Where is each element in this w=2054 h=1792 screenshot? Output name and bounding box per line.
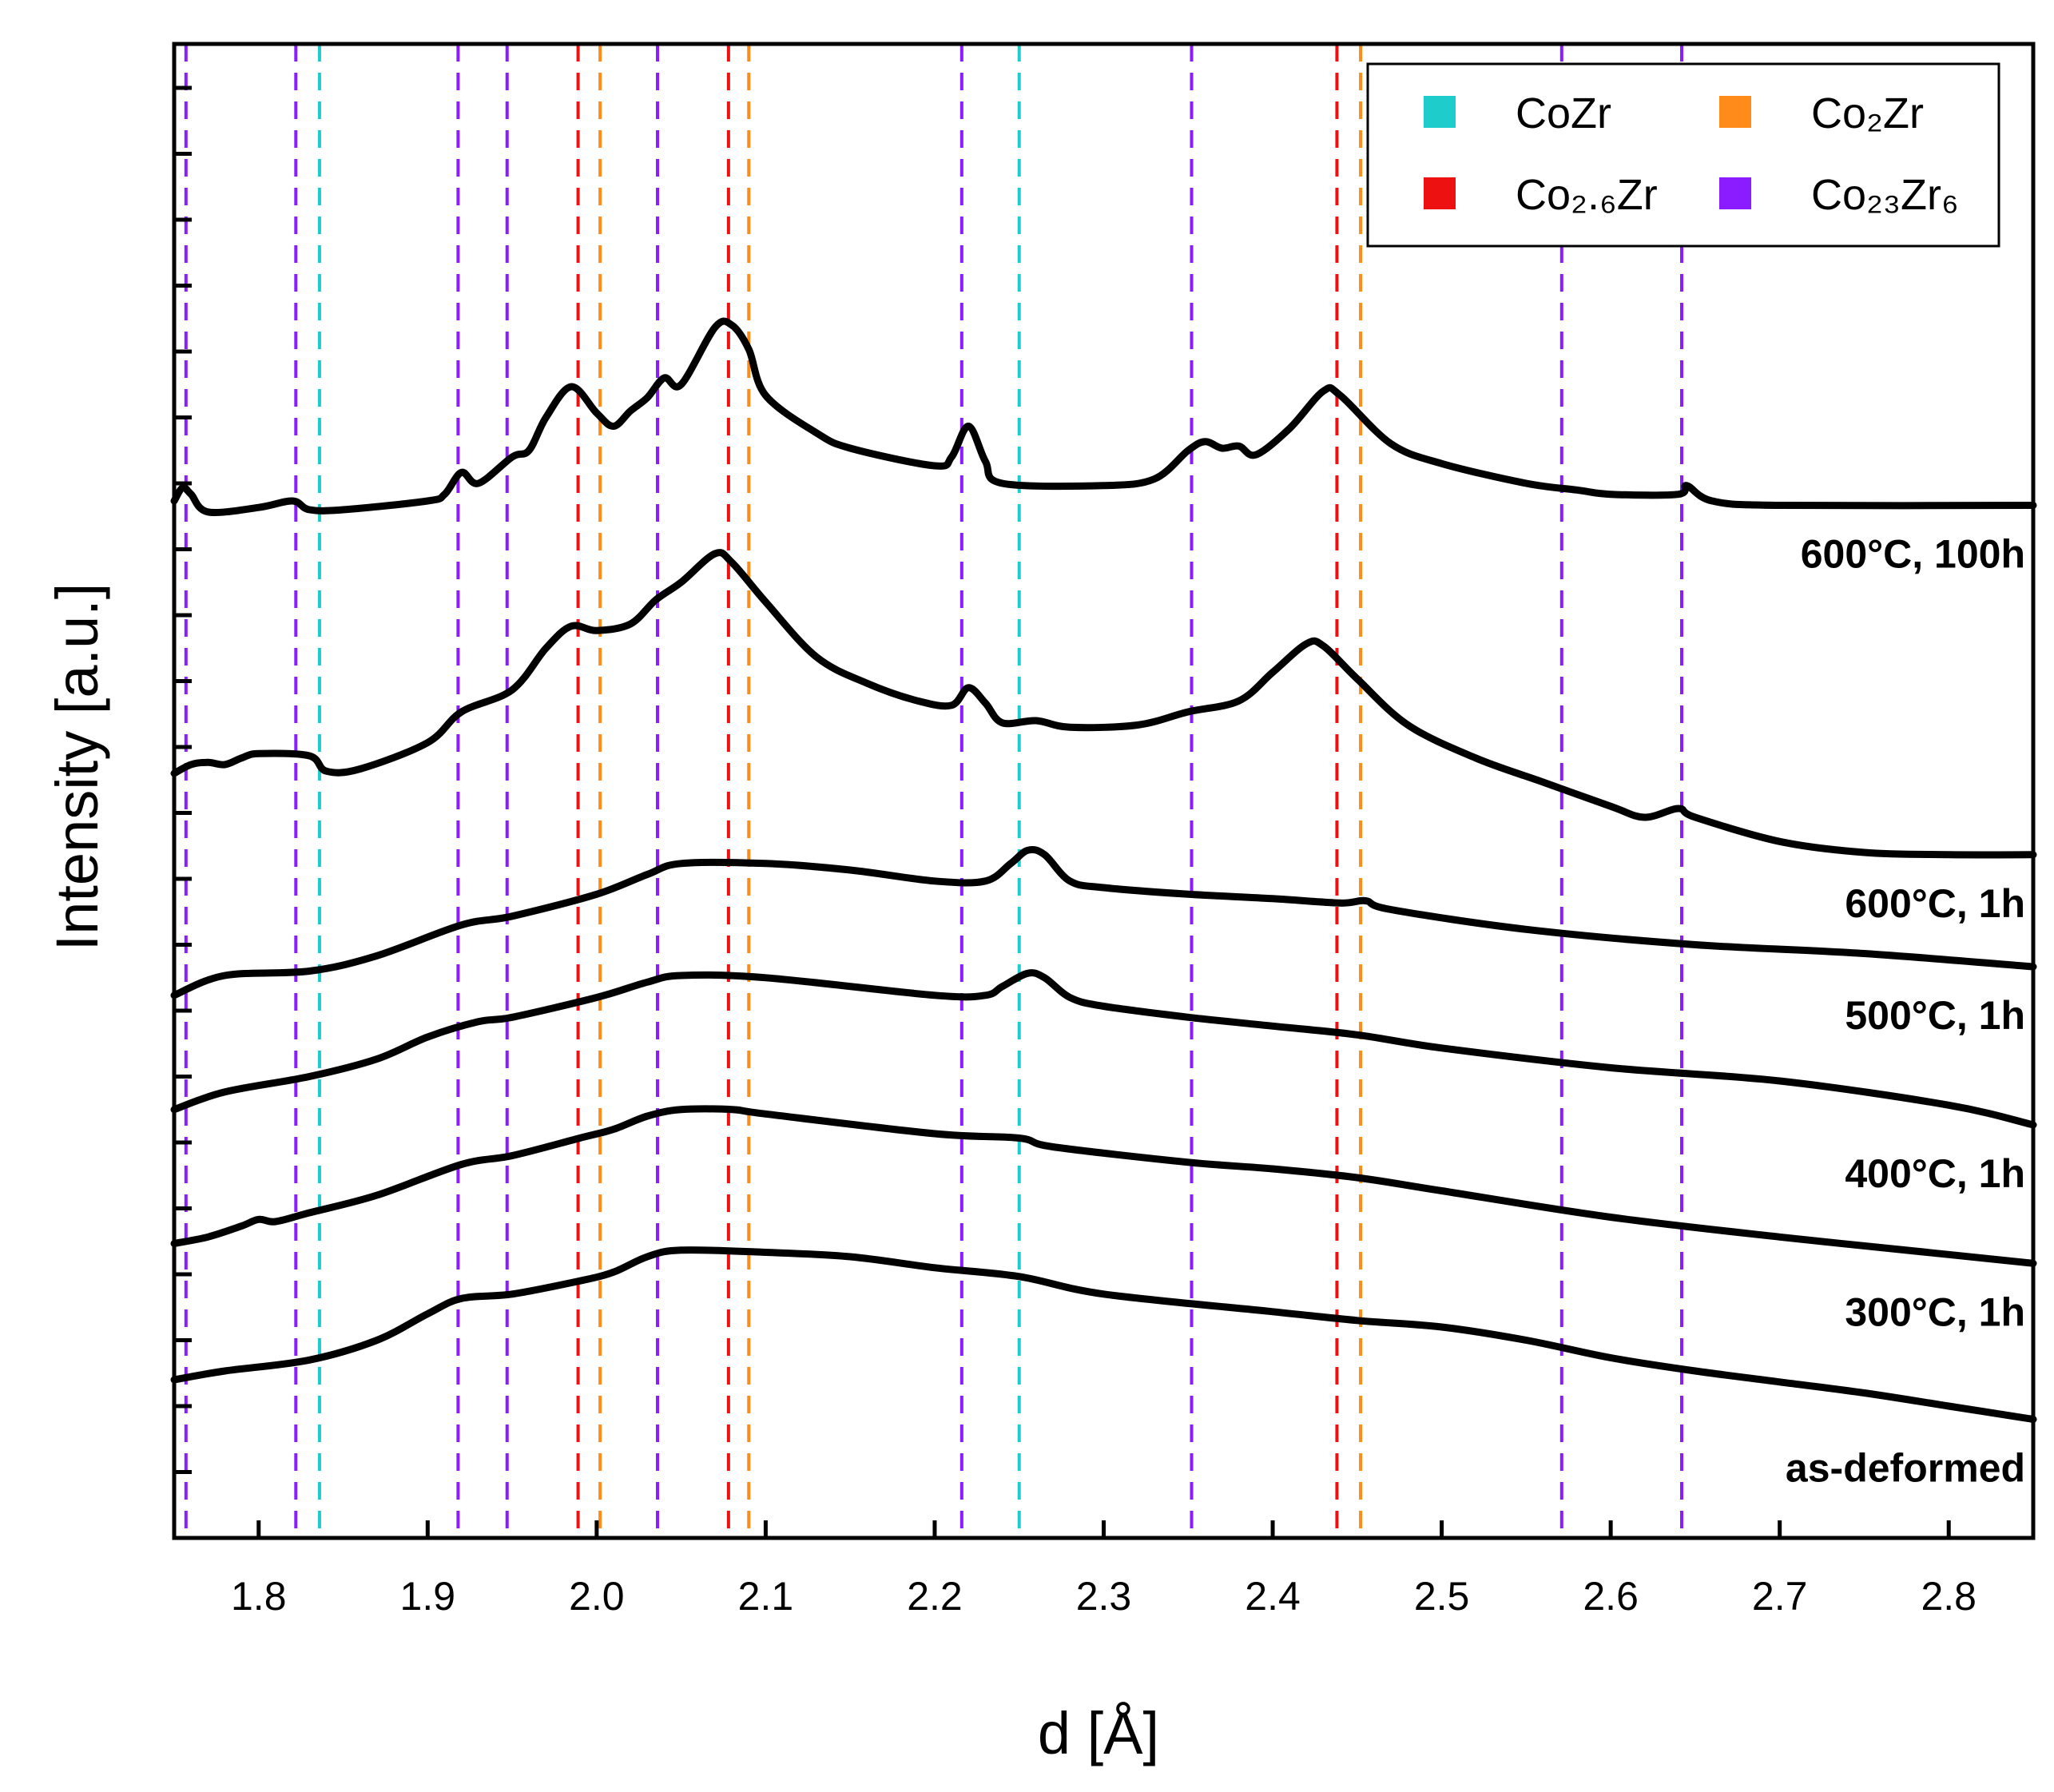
- legend-label-2: Co₂Zr: [1811, 89, 1924, 137]
- x-tick-label-2.0: 2.0: [569, 1574, 625, 1619]
- spectra-labels: as-deformed 300°C, 1h 400°C, 1h 500°C, 1h 60…: [1786, 532, 2025, 1491]
- legend-swatch-1: [1424, 96, 1456, 128]
- series-curve-600-c-1h: [170, 549, 2037, 859]
- series-curve-300-c-1h: [170, 1105, 2037, 1267]
- series-label-as-deformed: as-deformed: [1786, 1446, 2025, 1491]
- x-tick-label-2.2: 2.2: [907, 1574, 963, 1619]
- series-label-600-c-1h: 600°C, 1h: [1845, 881, 2025, 926]
- x-tick-label-1.9: 1.9: [400, 1574, 456, 1619]
- x-tick-label-2.5: 2.5: [1414, 1574, 1470, 1619]
- series-label-600-c-100h: 600°C, 100h: [1801, 532, 2025, 577]
- legend-box: [1366, 62, 2000, 248]
- legend-swatch-4: [1719, 177, 1751, 209]
- x-tick-label-2.6: 2.6: [1583, 1574, 1639, 1619]
- series-curve-as-deformed: [170, 1246, 2037, 1423]
- legend-label-3: Co₂.₆Zr: [1516, 171, 1658, 219]
- series-label-300-c-1h: 300°C, 1h: [1845, 1289, 2025, 1334]
- reference-lines: [184, 44, 1683, 1538]
- x-axis-title: d [Å]: [1038, 1700, 1159, 1766]
- series-curve-500-c-1h: [170, 845, 2037, 999]
- legend: CoZr Co₂Zr Co₂.₆Zr Co₂₃Zr₆: [1366, 62, 2000, 248]
- x-tick-label-2.3: 2.3: [1076, 1574, 1132, 1619]
- x-tick-label-2.7: 2.7: [1752, 1574, 1808, 1619]
- legend-swatch-3: [1424, 177, 1456, 209]
- series-label-400-c-1h: 400°C, 1h: [1845, 1151, 2025, 1196]
- y-axis-title: Intensity [a.u.]: [44, 583, 110, 952]
- series-curve-400-c-1h: [170, 969, 2037, 1129]
- legend-swatch-2: [1719, 96, 1751, 128]
- legend-label-1: CoZr: [1516, 89, 1611, 137]
- spectra-curves: [170, 317, 2037, 1423]
- legend-label-4: Co₂₃Zr₆: [1811, 171, 1959, 219]
- x-tick-label-2.8: 2.8: [1921, 1574, 1977, 1619]
- series-label-500-c-1h: 500°C, 1h: [1845, 993, 2025, 1038]
- x-tick-label-2.4: 2.4: [1245, 1574, 1301, 1619]
- x-tick-label-2.1: 2.1: [738, 1574, 794, 1619]
- axes: 1.8 1.9 2.0 2.1 2.2 2.3 2.4 2.5 2.6 2.7 2.8: [172, 42, 2036, 1619]
- series-curve-600-c-100h: [170, 317, 2037, 516]
- x-tick-label-1.8: 1.8: [231, 1574, 287, 1619]
